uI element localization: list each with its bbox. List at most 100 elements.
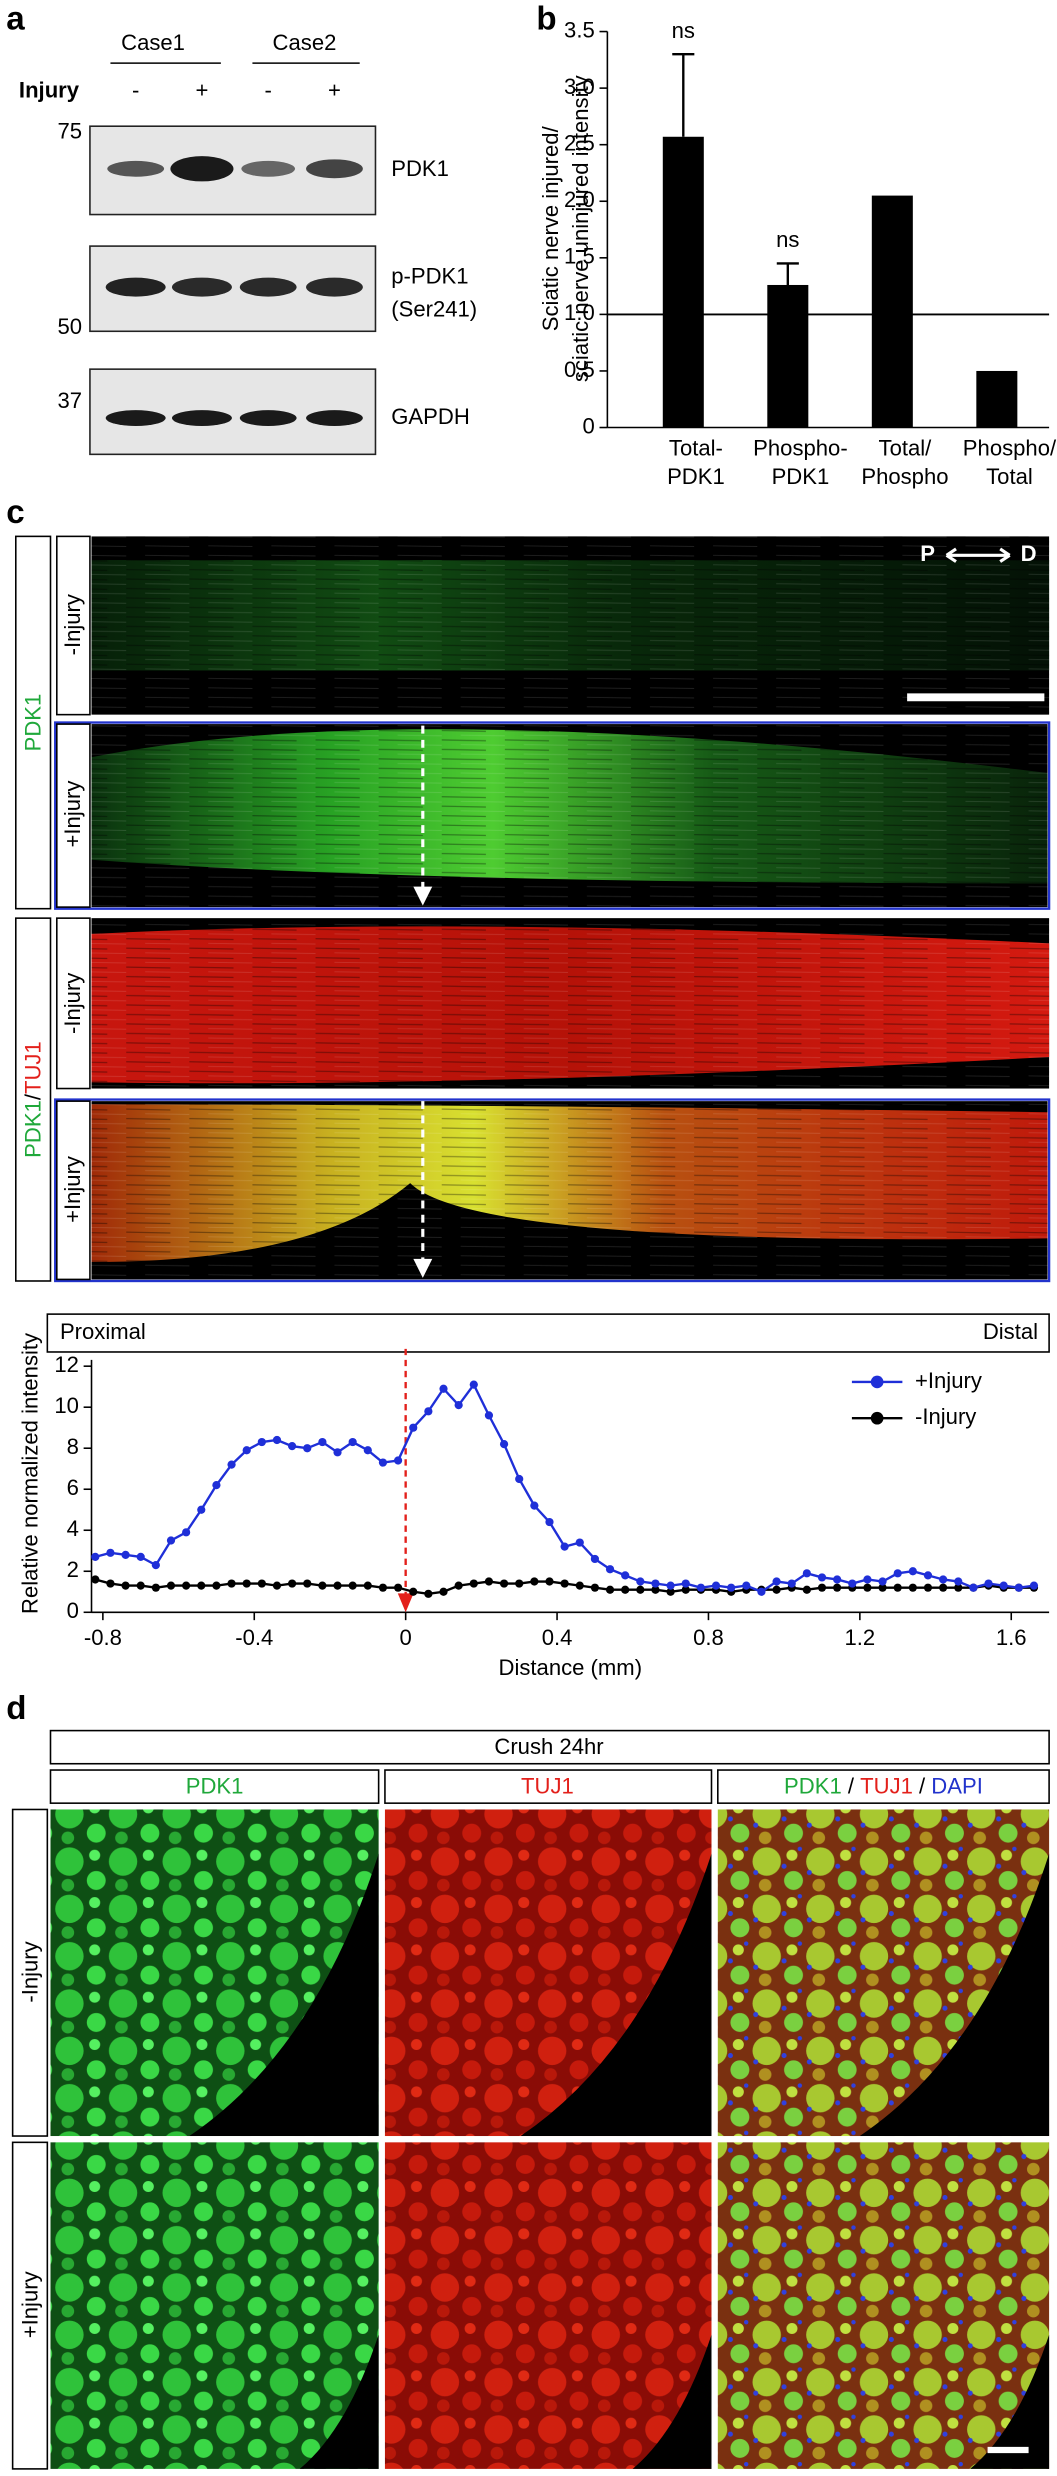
row-frame xyxy=(54,721,1051,910)
series-point xyxy=(833,1575,842,1584)
series-point xyxy=(288,1442,297,1451)
series-point xyxy=(106,1548,115,1557)
column-label: TUJ1 xyxy=(521,1773,574,1798)
group-label: PDK1/TUJ1 xyxy=(21,1041,46,1158)
direction-label: P xyxy=(920,541,935,566)
blot-band xyxy=(105,410,166,426)
series-point xyxy=(863,1575,872,1584)
bar xyxy=(871,195,913,428)
legend-marker xyxy=(870,1375,884,1389)
series-point xyxy=(590,1554,600,1564)
bar-annotation: ns xyxy=(776,227,799,252)
label-part: TUJ1 xyxy=(521,1773,574,1798)
series-point xyxy=(575,1581,584,1590)
series-point xyxy=(469,1380,478,1389)
series-point xyxy=(515,1474,524,1484)
row-box xyxy=(56,535,91,716)
series-point xyxy=(621,1585,630,1594)
blot-band xyxy=(105,277,166,297)
y-axis-label: Sciatic nerve injured/ xyxy=(538,125,563,331)
y-tick-label: 10 xyxy=(54,1393,79,1418)
series-point xyxy=(333,1581,342,1590)
micrograph xyxy=(50,2142,379,2469)
series-point xyxy=(348,1581,357,1590)
row-label: +Injury xyxy=(60,1156,85,1223)
series-point xyxy=(91,1552,100,1562)
background-region xyxy=(299,2334,379,2469)
direction-label: D xyxy=(1021,541,1037,566)
series-point xyxy=(136,1581,145,1590)
series-point xyxy=(227,1460,236,1469)
series-point xyxy=(393,1583,403,1592)
row-box xyxy=(11,1808,49,2137)
x-tick-label: 1.2 xyxy=(845,1625,876,1650)
x-tick-label: 0.4 xyxy=(542,1625,573,1650)
series-line xyxy=(94,1382,1035,1594)
panel-label: b xyxy=(536,0,556,37)
label-part: / xyxy=(842,1773,860,1798)
crush-arrowhead xyxy=(413,886,433,906)
label-part: / xyxy=(913,1773,931,1798)
background-region xyxy=(970,2334,1050,2469)
bar xyxy=(662,136,704,428)
x-tick-label: Total- xyxy=(669,435,723,460)
micrograph-texture xyxy=(91,918,1050,1089)
y-tick-label: 3.5 xyxy=(564,17,595,42)
blot-row-label: p-PDK1 xyxy=(391,263,468,288)
series-point xyxy=(696,1583,705,1592)
y-tick-label: 1.5 xyxy=(564,244,595,269)
series-point xyxy=(802,1585,811,1594)
x-tick-label: 1.6 xyxy=(996,1625,1027,1650)
series-point xyxy=(318,1437,327,1447)
series-point xyxy=(499,1440,509,1449)
label-part: PDK1 xyxy=(186,1773,244,1798)
series-point xyxy=(848,1579,857,1588)
series-point xyxy=(363,1446,372,1455)
background-region xyxy=(859,1853,1050,2137)
series-point xyxy=(893,1569,902,1578)
row-label: -Injury xyxy=(17,1941,42,2002)
series-point xyxy=(999,1581,1008,1590)
error-bar xyxy=(776,262,799,285)
series-point xyxy=(212,1481,221,1490)
column-box xyxy=(717,1769,1050,1804)
blot-panel: Case1 Case2 Injury - + - + 75 50 37 PDK1… xyxy=(19,30,477,456)
y-tick-label: 6 xyxy=(67,1475,79,1500)
series-point xyxy=(923,1583,933,1592)
direction-arrow xyxy=(945,547,1011,563)
series-point xyxy=(151,1561,160,1570)
series-point xyxy=(91,1575,100,1584)
row-label: +Injury xyxy=(17,2271,42,2338)
label-part: PDK1 xyxy=(21,694,46,752)
column-box xyxy=(49,1769,380,1804)
series-point xyxy=(166,1536,176,1545)
blot-band xyxy=(239,410,297,426)
series-point xyxy=(651,1585,660,1594)
series-point xyxy=(212,1581,221,1590)
series-point xyxy=(303,1579,312,1588)
series-point xyxy=(787,1579,796,1588)
row-box xyxy=(11,2141,49,2470)
mw-marker: 37 xyxy=(57,388,82,413)
y-axis-label: Relative normalized intensity xyxy=(17,1333,42,1614)
series-point xyxy=(621,1571,630,1580)
series-point xyxy=(863,1583,872,1592)
series-point xyxy=(560,1579,569,1588)
blot-band xyxy=(107,160,165,177)
series-point xyxy=(318,1581,327,1590)
series-point xyxy=(197,1505,206,1514)
series-point xyxy=(242,1579,251,1588)
blot-band xyxy=(171,277,232,297)
series-point xyxy=(954,1583,963,1592)
series-point xyxy=(182,1581,191,1590)
series-point xyxy=(605,1565,615,1574)
series-point xyxy=(893,1583,902,1592)
region-label: Proximal xyxy=(60,1319,146,1344)
x-tick-label: PDK1 xyxy=(667,464,725,489)
row-frame xyxy=(54,1098,1051,1283)
series-point xyxy=(439,1384,448,1393)
panel-label: a xyxy=(6,0,25,37)
bar-annotation: ns xyxy=(672,18,695,43)
